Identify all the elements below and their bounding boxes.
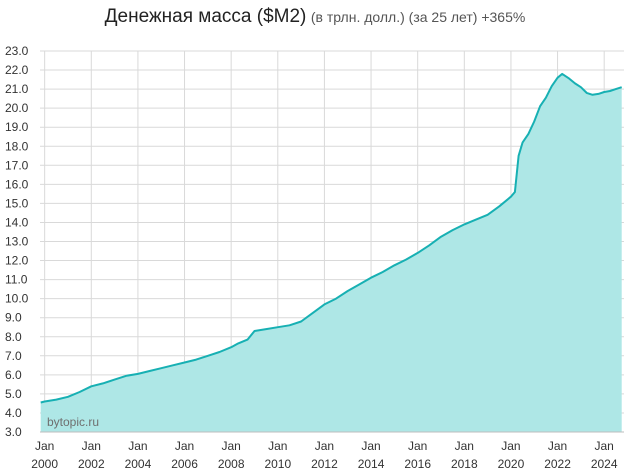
y-tick-label: 23.0 bbox=[5, 44, 29, 58]
x-tick-label-year: 2012 bbox=[311, 457, 338, 471]
y-tick-label: 15.0 bbox=[5, 196, 29, 210]
chart-title: Денежная масса ($M2) (в трлн. долл.) (за… bbox=[0, 6, 630, 28]
series-layer bbox=[40, 72, 623, 433]
x-tick-label-year: 2022 bbox=[544, 457, 571, 471]
y-tick-label: 7.0 bbox=[5, 349, 22, 363]
y-tick-label: 9.0 bbox=[5, 311, 22, 325]
y-tick-label: 14.0 bbox=[5, 215, 29, 229]
chart-title-sub: (в трлн. долл.) (за 25 лет) +365% bbox=[310, 9, 526, 25]
x-tick-label-year: 2000 bbox=[31, 457, 58, 471]
y-tick-label: 6.0 bbox=[5, 368, 22, 382]
x-tick-label-month: Jan bbox=[35, 439, 54, 453]
x-tick-label-month: Jan bbox=[455, 439, 474, 453]
x-tick-label-year: 2010 bbox=[264, 457, 291, 471]
x-tick-label-year: 2016 bbox=[404, 457, 431, 471]
y-tick-label: 21.0 bbox=[5, 82, 29, 96]
x-tick-label-year: 2018 bbox=[451, 457, 478, 471]
x-tick-label-month: Jan bbox=[268, 439, 287, 453]
x-tick-label-year: 2024 bbox=[591, 457, 618, 471]
x-tick-label-year: 2002 bbox=[78, 457, 105, 471]
x-tick-label-month: Jan bbox=[501, 439, 520, 453]
watermark: bytopic.ru bbox=[47, 415, 99, 429]
x-tick-label-month: Jan bbox=[595, 439, 614, 453]
y-tick-label: 22.0 bbox=[5, 63, 29, 77]
y-tick-label: 19.0 bbox=[5, 120, 29, 134]
x-tick-label-month: Jan bbox=[82, 439, 101, 453]
x-tick-label-month: Jan bbox=[361, 439, 380, 453]
y-tick-label: 8.0 bbox=[5, 330, 22, 344]
x-tick-label-year: 2006 bbox=[171, 457, 198, 471]
y-tick-label: 10.0 bbox=[5, 292, 29, 306]
x-tick-label-year: 2014 bbox=[358, 457, 385, 471]
x-tick-label-month: Jan bbox=[548, 439, 567, 453]
x-tick-label-month: Jan bbox=[128, 439, 147, 453]
y-tick-label: 20.0 bbox=[5, 101, 29, 115]
y-tick-label: 5.0 bbox=[5, 387, 22, 401]
series-line bbox=[40, 72, 623, 404]
axis-layer: 23.0 22.0 21.0 20.0 19.0 18.0 17.0 16.0 15.0 14.0… bbox=[5, 44, 624, 471]
x-tick-label-month: Jan bbox=[315, 439, 334, 453]
y-tick-label: 11.0 bbox=[5, 273, 28, 287]
y-tick-label: 16.0 bbox=[5, 177, 29, 191]
x-tick-label-year: 2004 bbox=[125, 457, 152, 471]
y-tick-label: 13.0 bbox=[5, 235, 29, 249]
y-tick-label: 12.0 bbox=[5, 254, 29, 268]
x-tick-label-year: 2008 bbox=[218, 457, 245, 471]
chart-title-main: Денежная масса ($M2) bbox=[104, 6, 307, 27]
series-area bbox=[40, 73, 622, 433]
x-tick-label-month: Jan bbox=[175, 439, 194, 453]
x-tick-label-month: Jan bbox=[221, 439, 240, 453]
y-tick-label: 18.0 bbox=[5, 139, 29, 153]
y-tick-label: 4.0 bbox=[5, 406, 22, 420]
y-tick-label: 17.0 bbox=[5, 158, 29, 172]
x-tick-label-year: 2020 bbox=[498, 457, 525, 471]
y-tick-label: 3.0 bbox=[5, 425, 22, 439]
x-tick-label-month: Jan bbox=[408, 439, 427, 453]
